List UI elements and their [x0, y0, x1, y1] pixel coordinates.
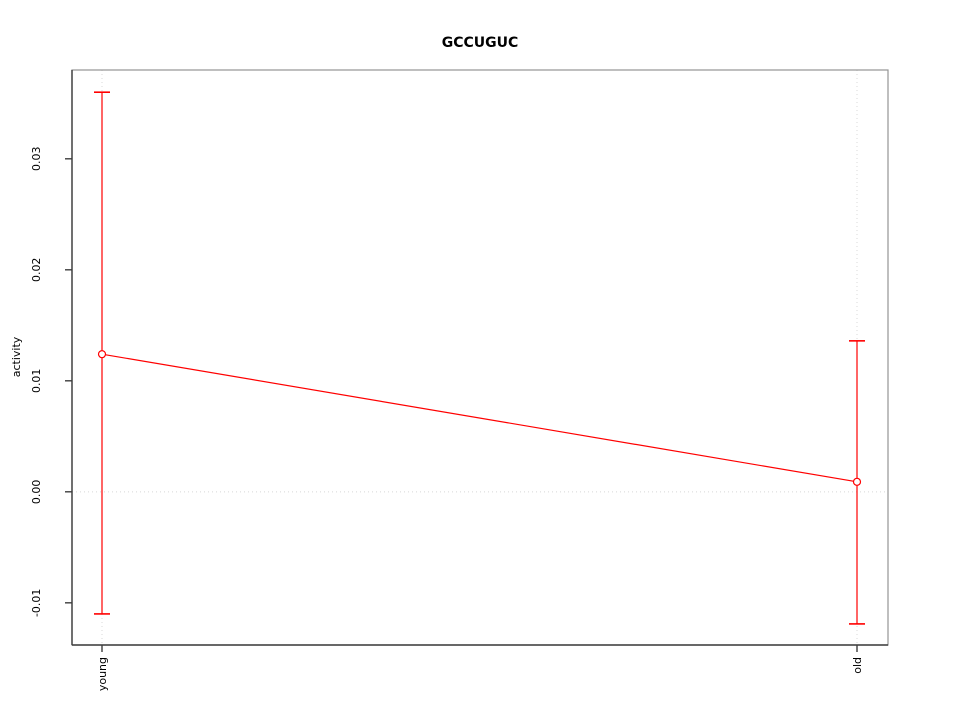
x-tick-label: young [96, 657, 109, 691]
y-tick-label: 0.00 [30, 480, 43, 505]
plot-box [71, 69, 889, 646]
y-tick-label: -0.01 [30, 589, 43, 617]
data-point [852, 477, 862, 486]
x-tick-label: old [851, 657, 864, 674]
y-tick-label: 0.01 [30, 369, 43, 394]
gridlines [72, 70, 888, 645]
y-tick-label: 0.03 [30, 147, 43, 172]
chart-title: GCCUGUC [442, 35, 519, 51]
data-point [97, 350, 107, 359]
y-tick-label: 0.02 [30, 258, 43, 283]
axes: -0.01 0.00 0.01 0.02 0.03 young old [30, 69, 889, 691]
series [94, 91, 865, 625]
y-axis-label: activity [10, 336, 23, 377]
series-line [101, 353, 858, 483]
